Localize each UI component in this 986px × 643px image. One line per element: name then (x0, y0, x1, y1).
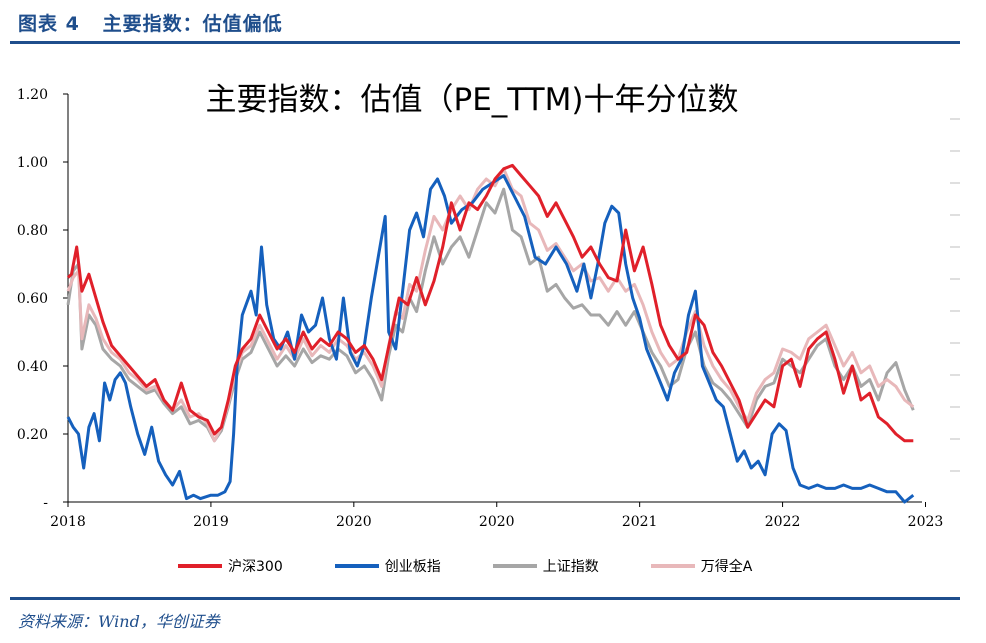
y-tick-label: 1.00 (17, 155, 48, 171)
source-note: 资料来源：Wind，华创证券 (18, 612, 220, 631)
chart-title: 主要指数：估值（PE_TTM)十年分位数 (206, 82, 739, 118)
legend-label: 上证指数 (542, 559, 599, 575)
legend-item-1: 沪深300 (178, 556, 283, 576)
x-tick-label: 2023 (908, 514, 944, 530)
right-ticks (950, 118, 960, 472)
legend-label: 创业板指 (384, 559, 441, 575)
series-line-2 (66, 174, 915, 504)
legend-item-4: 万得全A (650, 556, 753, 576)
y-tick-label: 0.80 (17, 223, 48, 239)
series-line-1 (66, 163, 914, 443)
legend-swatch (650, 564, 695, 568)
y-tick-label: 0.60 (17, 291, 48, 307)
y-axis: - 0.20 0.40 0.60 0.80 1.00 1.20 (17, 87, 69, 511)
legend-label: 沪深300 (228, 559, 283, 575)
legend-label: 万得全A (700, 559, 753, 575)
x-tick-label: 2022 (765, 514, 801, 530)
legend-swatch (334, 564, 379, 568)
header-divider (10, 41, 960, 44)
series-layer (66, 163, 915, 504)
x-tick-label: 2020 (336, 514, 372, 530)
x-axis: 2018 2019 2020 2020 2021 2022 2023 (50, 501, 944, 530)
legend-item-2: 创业板指 (334, 556, 441, 576)
x-tick-label: 2020 (479, 514, 515, 530)
legend-swatch (492, 564, 537, 568)
legend-item-3: 上证指数 (492, 556, 599, 576)
x-tick-label: 2018 (50, 514, 86, 530)
y-tick-label: 0.20 (17, 427, 48, 443)
legend: 沪深300 创业板指 上证指数 万得全A (178, 555, 804, 577)
line-chart: 主要指数：估值（PE_TTM)十年分位数 - 0.20 0.40 0.60 0.80 1.… (17, 82, 960, 530)
x-tick-label: 2019 (193, 514, 229, 530)
footer-divider (10, 597, 960, 600)
figure-title: 图表 4 主要指数：估值偏低 (18, 13, 283, 35)
legend-swatch (178, 564, 222, 568)
y-tick-label: - (43, 495, 48, 511)
x-tick-label: 2021 (622, 514, 658, 530)
y-tick-label: 0.40 (17, 359, 48, 375)
series-line-3 (66, 187, 915, 443)
y-tick-label: 1.20 (17, 87, 48, 103)
